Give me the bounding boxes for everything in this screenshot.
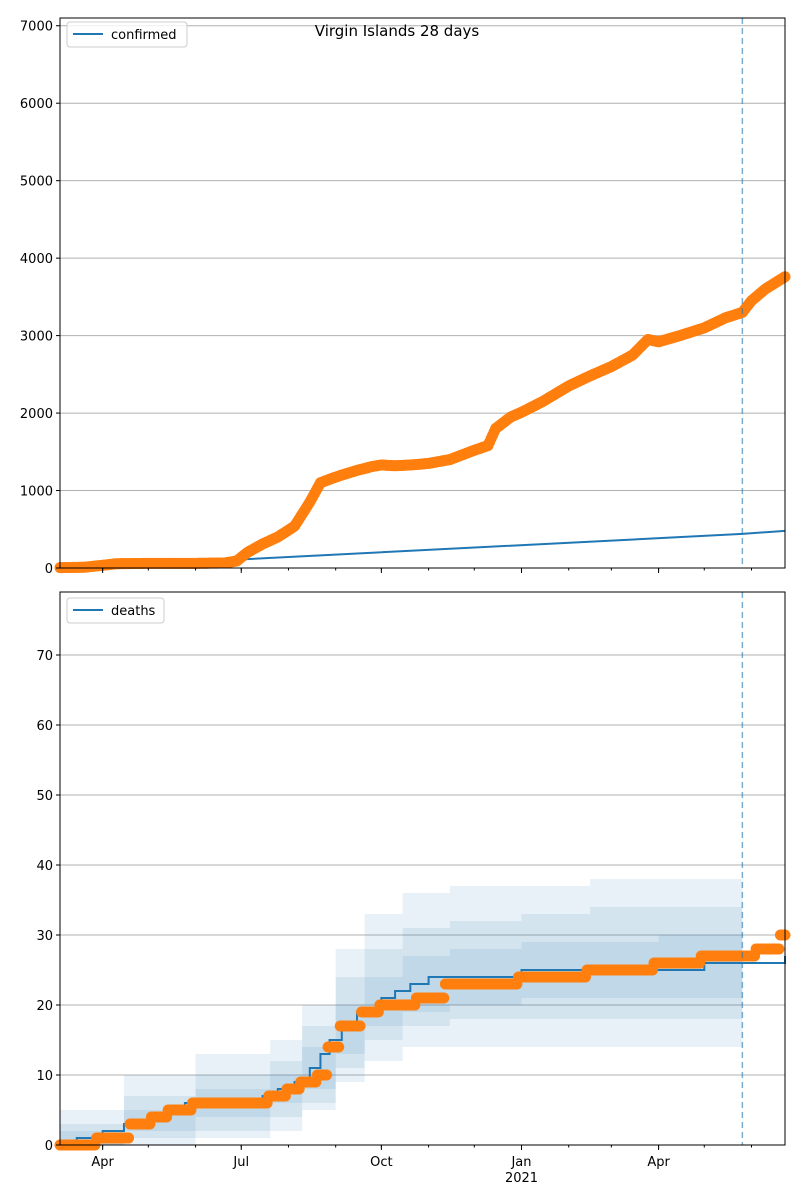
observed-point [438,992,450,1004]
deaths-y-axis: 0 10 20 30 40 50 60 70 [36,649,60,1154]
y-tick-label: 1000 [20,485,53,500]
deaths-grid [60,654,785,1076]
confirmed-legend: confirmed [66,21,188,48]
confirmed-grid [60,25,785,492]
y-tick-label: 6000 [20,97,53,112]
deaths-axes-frame [59,591,786,1146]
deaths-legend-box [66,597,165,624]
y-tick-label: 0 [45,1139,53,1154]
confirmed-legend-box [66,21,188,48]
y-tick-label: 2000 [20,407,53,422]
deaths-legend-label: deaths [111,604,156,619]
observed-point [321,1069,333,1081]
y-tick-label: 50 [36,789,53,804]
deaths-x-axis: Apr Jul Oct Jan Apr 2021 [91,1145,752,1186]
y-tick-label: 7000 [20,20,53,35]
chart-title: Virgin Islands 28 days [315,22,480,40]
y-tick-label: 30 [36,929,53,944]
prediction-band-middle [60,900,743,1145]
y-tick-label: 0 [45,562,53,577]
x-tick-label: Jan [510,1155,531,1170]
x-year-label: 2021 [505,1171,538,1186]
deaths-marks [54,592,791,1151]
y-tick-label: 40 [36,859,53,874]
y-tick-label: 3000 [20,330,53,345]
deaths-panel: 0 10 20 30 40 50 60 70 Apr Jul Oct Jan Apr 2021 deat… [36,591,791,1186]
confirmed-axes-frame [59,17,786,569]
y-tick-label: 10 [36,1069,53,1084]
confirmed-y-axis: 0 1000 2000 3000 4000 5000 6000 7000 [20,20,60,577]
deaths-legend: deaths [66,597,165,624]
y-tick-label: 60 [36,719,53,734]
confirmed-marks [54,18,791,574]
x-tick-label: Apr [647,1155,670,1170]
observed-point [123,1132,135,1144]
y-tick-label: 5000 [20,175,53,190]
x-tick-label: Apr [91,1155,114,1170]
observed-point [333,1041,345,1053]
y-tick-label: 20 [36,999,53,1014]
x-tick-label: Jul [232,1155,249,1170]
observed-point [773,943,785,955]
confirmed-x-axis [102,568,752,573]
x-tick-label: Oct [370,1155,392,1170]
y-tick-label: 70 [36,649,53,664]
confirmed-legend-label: confirmed [111,28,177,43]
y-tick-label: 4000 [20,252,53,267]
prediction-band-inner [60,935,743,1145]
observed-point [354,1020,366,1032]
